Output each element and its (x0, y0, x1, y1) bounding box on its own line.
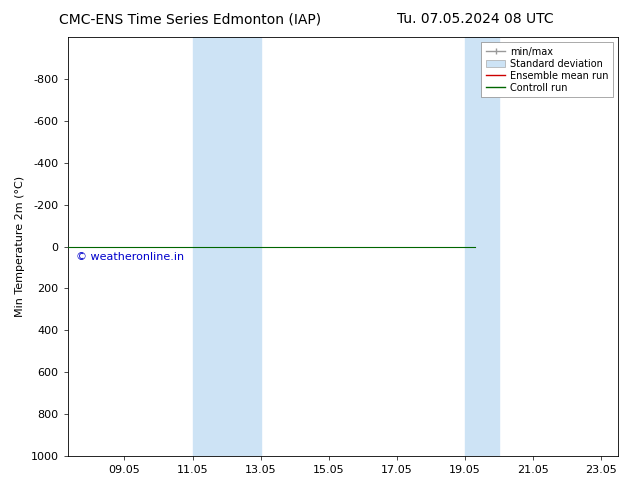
Text: © weatheronline.in: © weatheronline.in (76, 252, 184, 262)
Text: Tu. 07.05.2024 08 UTC: Tu. 07.05.2024 08 UTC (397, 12, 554, 26)
Bar (226, 37, 261, 456)
Legend: min/max, Standard deviation, Ensemble mean run, Controll run: min/max, Standard deviation, Ensemble me… (481, 42, 614, 98)
Bar (465, 37, 499, 456)
Y-axis label: Min Temperature 2m (°C): Min Temperature 2m (°C) (15, 176, 25, 317)
Bar (193, 37, 226, 456)
Text: CMC-ENS Time Series Edmonton (IAP): CMC-ENS Time Series Edmonton (IAP) (59, 12, 321, 26)
